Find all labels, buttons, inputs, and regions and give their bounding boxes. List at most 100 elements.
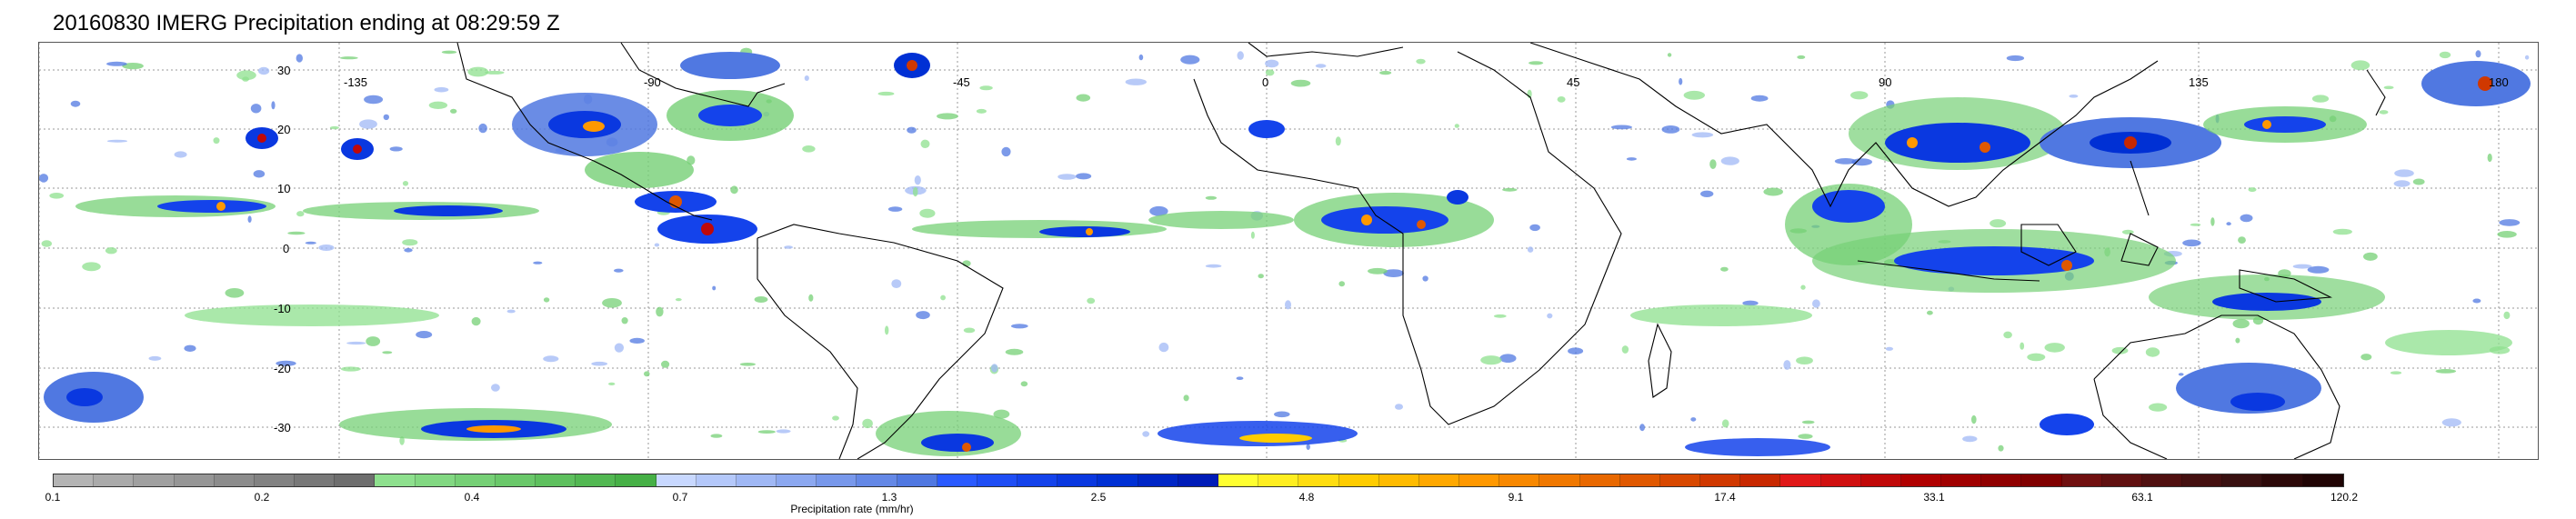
precip-speckle bbox=[2475, 50, 2481, 58]
precip-speckle bbox=[2487, 153, 2492, 163]
precip-speckle bbox=[1667, 53, 1672, 57]
precip-speckle bbox=[2472, 298, 2481, 304]
precip-speckle bbox=[1529, 61, 1544, 65]
colorbar-segment bbox=[335, 474, 376, 486]
precip-speckle bbox=[885, 325, 889, 335]
precip-speckle bbox=[2238, 236, 2246, 244]
colorbar-segment bbox=[696, 474, 737, 486]
precip-speckle bbox=[2360, 354, 2372, 361]
precip-speckle bbox=[2020, 342, 2025, 350]
precip-speckle bbox=[1076, 173, 1092, 180]
precip-speckle bbox=[1379, 71, 1392, 75]
precip-speckle bbox=[2379, 110, 2389, 115]
precip-speckle bbox=[1315, 64, 1327, 68]
precip-speckle bbox=[296, 211, 305, 217]
precip-speckle bbox=[832, 415, 839, 421]
precip-speckle bbox=[329, 125, 339, 130]
precip-speckle bbox=[2350, 60, 2371, 71]
precip-speckle bbox=[478, 123, 487, 134]
precip-speckle bbox=[919, 208, 936, 218]
precip-speckle bbox=[383, 114, 389, 121]
precip-speckle bbox=[253, 170, 266, 178]
precip-speckle bbox=[106, 61, 127, 66]
precip-speckle bbox=[907, 126, 917, 134]
precip-speckle bbox=[1679, 77, 1683, 85]
precip-speckle bbox=[614, 343, 625, 353]
colorbar-segment bbox=[2302, 474, 2343, 486]
precip-speckle bbox=[1125, 78, 1148, 85]
precip-speckle bbox=[2240, 214, 2253, 223]
precip-speckle bbox=[305, 241, 316, 245]
precip-speckle bbox=[2027, 353, 2046, 362]
precip-speckle bbox=[2332, 228, 2352, 235]
precip-speckle bbox=[1142, 431, 1150, 437]
precip-speckle bbox=[1568, 347, 1584, 355]
precip-speckle bbox=[1076, 94, 1091, 102]
lon-label: 180 bbox=[2489, 75, 2509, 89]
lat-label: -10 bbox=[274, 302, 291, 315]
lat-label: 20 bbox=[277, 123, 291, 136]
precip-speckle bbox=[757, 430, 776, 434]
precip-speckle bbox=[993, 409, 1010, 419]
colorbar-tick-label: 2.5 bbox=[1090, 491, 1107, 504]
colorbar-segment bbox=[817, 474, 857, 486]
colorbar-segment bbox=[1258, 474, 1299, 486]
precip-speckle bbox=[82, 262, 101, 272]
precip-speckle bbox=[122, 63, 144, 70]
precip-speckle bbox=[2499, 219, 2521, 226]
precipitation-field bbox=[39, 47, 2531, 456]
precip-speckle bbox=[1005, 348, 1024, 355]
precip-speckle bbox=[2503, 311, 2511, 320]
precip-speckle bbox=[2439, 51, 2451, 59]
precip-speckle bbox=[602, 298, 622, 308]
precip-speckle bbox=[49, 193, 65, 199]
colorbar-segment bbox=[254, 474, 296, 486]
precip-speckle bbox=[1274, 411, 1290, 418]
precip-speckle bbox=[1502, 187, 1518, 192]
colorbar-tick-label: 1.3 bbox=[881, 491, 897, 504]
colorbar-segment bbox=[1740, 474, 1781, 486]
precip-speckle bbox=[39, 174, 49, 183]
precip-speckle bbox=[399, 436, 405, 445]
precip-speckle bbox=[404, 248, 413, 253]
colorbar-segment bbox=[1017, 474, 1058, 486]
precip-speckle bbox=[887, 206, 903, 212]
colorbar-segment bbox=[94, 474, 135, 486]
colorbar-tick-label: 17.4 bbox=[1714, 491, 1736, 504]
colorbar-segment bbox=[1418, 474, 1460, 486]
precip-speckle bbox=[1927, 310, 1933, 315]
lon-label: 90 bbox=[1879, 75, 1892, 89]
precip-speckle bbox=[1796, 356, 1813, 365]
precip-speckle bbox=[242, 76, 249, 82]
precip-speckle bbox=[1416, 58, 1426, 65]
precip-speckle bbox=[1683, 90, 1706, 100]
precipitation-map: -135 -90 -45 0 45 90 135 180 30 20 10 0 … bbox=[38, 42, 2539, 460]
precip-speckle bbox=[1237, 51, 1244, 60]
precip-speckle bbox=[340, 366, 361, 372]
precip-speckle bbox=[402, 239, 418, 246]
colorbar-segment bbox=[1178, 474, 1218, 486]
precip-speckle bbox=[1205, 195, 1218, 200]
colorbar-tick-label: 0.2 bbox=[254, 491, 270, 504]
lon-label: 135 bbox=[2189, 75, 2209, 89]
precip-speckle bbox=[258, 66, 270, 75]
precip-speckle bbox=[1250, 231, 1255, 239]
precip-speckle bbox=[1306, 444, 1310, 451]
colorbar-segment bbox=[1780, 474, 1821, 486]
colorbar-tick-label: 0.1 bbox=[45, 491, 61, 504]
precip-speckle bbox=[236, 70, 256, 81]
precip-speckle bbox=[1661, 125, 1680, 134]
colorbar-segment bbox=[1619, 474, 1660, 486]
precip-speckle bbox=[891, 279, 902, 288]
precip-speckle bbox=[730, 185, 738, 195]
precip-speckle bbox=[485, 70, 505, 75]
precip-speckle bbox=[1499, 354, 1517, 364]
precip-speckle bbox=[2149, 403, 2168, 412]
precip-speckle bbox=[1998, 444, 2004, 452]
precip-speckle bbox=[1801, 420, 1815, 424]
precip-speckle bbox=[675, 298, 682, 302]
colorbar-segment bbox=[1338, 474, 1379, 486]
colorbar-segment bbox=[2141, 474, 2183, 486]
precip-speckle bbox=[963, 327, 976, 334]
precip-speckle bbox=[912, 186, 918, 197]
